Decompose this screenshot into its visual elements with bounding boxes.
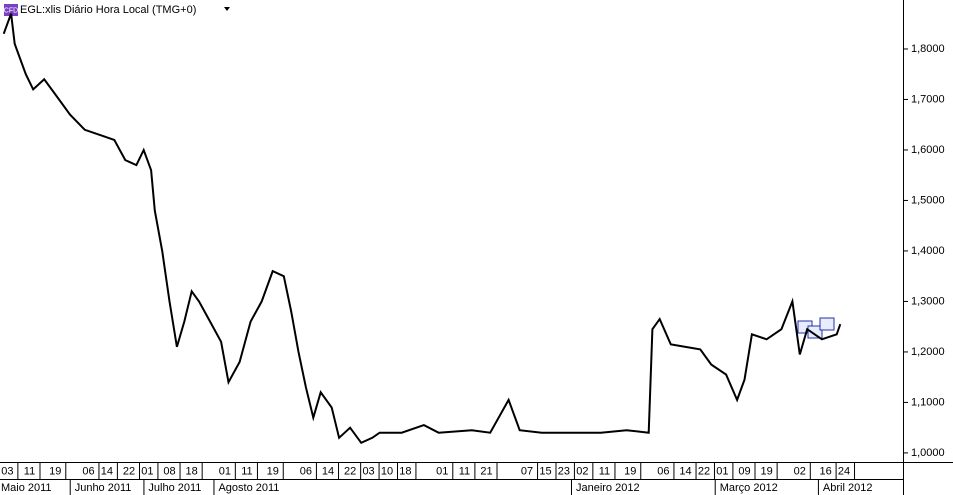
- dropdown-arrow[interactable]: [224, 7, 230, 11]
- x-tick-label: 14: [322, 465, 334, 477]
- chart-title[interactable]: EGL:xlis Diário Hora Local (TMG+0): [20, 4, 196, 16]
- x-tick-label: 09: [738, 465, 750, 477]
- month-label: Junho 2011: [75, 482, 132, 494]
- x-tick-label: 02: [794, 465, 806, 477]
- y-tick-label: 1,5000: [911, 194, 945, 206]
- x-tick-label: 02: [576, 465, 588, 477]
- price-line: [2, 13, 842, 445]
- y-tick-label: 1,0000: [911, 447, 945, 459]
- x-tick-label: 19: [267, 465, 279, 477]
- y-tick-label: 1,2000: [911, 346, 945, 358]
- month-label: Julho 2011: [148, 482, 201, 494]
- x-tick-label: 15: [539, 465, 551, 477]
- x-tick-label: 11: [24, 465, 35, 477]
- x-tick-label: 22: [123, 465, 135, 477]
- x-tick-label: 18: [186, 465, 198, 477]
- x-tick-label: 06: [300, 465, 312, 477]
- x-tick-label: 10: [381, 465, 393, 477]
- x-tick-label: 16: [819, 465, 831, 477]
- x-tick-label: 03: [1, 465, 13, 477]
- month-label: Abril 2012: [823, 482, 873, 494]
- y-tick-label: 1,1000: [911, 396, 945, 408]
- x-tick-label: 19: [761, 465, 773, 477]
- x-tick-label: 23: [558, 465, 570, 477]
- y-tick-label: 1,4000: [911, 245, 945, 257]
- x-tick-label: 01: [436, 465, 448, 477]
- y-tick-label: 1,6000: [911, 144, 945, 156]
- x-tick-label: 08: [163, 465, 175, 477]
- x-tick-label: 18: [399, 465, 411, 477]
- x-tick-label: 24: [838, 465, 850, 477]
- badge-text: CFD: [4, 7, 18, 14]
- x-tick-label: 01: [716, 465, 728, 477]
- x-tick-label: 01: [219, 465, 231, 477]
- x-tick-label: 14: [101, 465, 113, 477]
- badge-icon: [4, 4, 18, 16]
- x-tick-label: 21: [480, 465, 492, 477]
- x-tick-label: 03: [362, 465, 374, 477]
- markers: [797, 317, 835, 339]
- x-tick-label: 11: [459, 465, 470, 477]
- month-label: Janeiro 2012: [576, 482, 640, 494]
- month-label: Maio 2011: [1, 482, 52, 494]
- x-tick-label: 01: [141, 465, 153, 477]
- x-tick-label: 22: [698, 465, 710, 477]
- x-tick-label: 11: [599, 465, 610, 477]
- x-tick-label: 19: [624, 465, 636, 477]
- x-tick-label: 11: [241, 465, 252, 477]
- x-tick-label: 07: [521, 465, 533, 477]
- month-label: Março 2012: [720, 482, 778, 494]
- x-tick-label: 06: [82, 465, 94, 477]
- x-tick-label: 19: [49, 465, 61, 477]
- y-tick-label: 1,3000: [911, 295, 945, 307]
- y-tick-label: 1,7000: [911, 93, 945, 105]
- x-tick-label: 22: [344, 465, 356, 477]
- x-tick-label: 06: [657, 465, 669, 477]
- month-label: Agosto 2011: [218, 482, 279, 494]
- x-tick-label: 14: [679, 465, 691, 477]
- y-tick-label: 1,8000: [911, 43, 945, 55]
